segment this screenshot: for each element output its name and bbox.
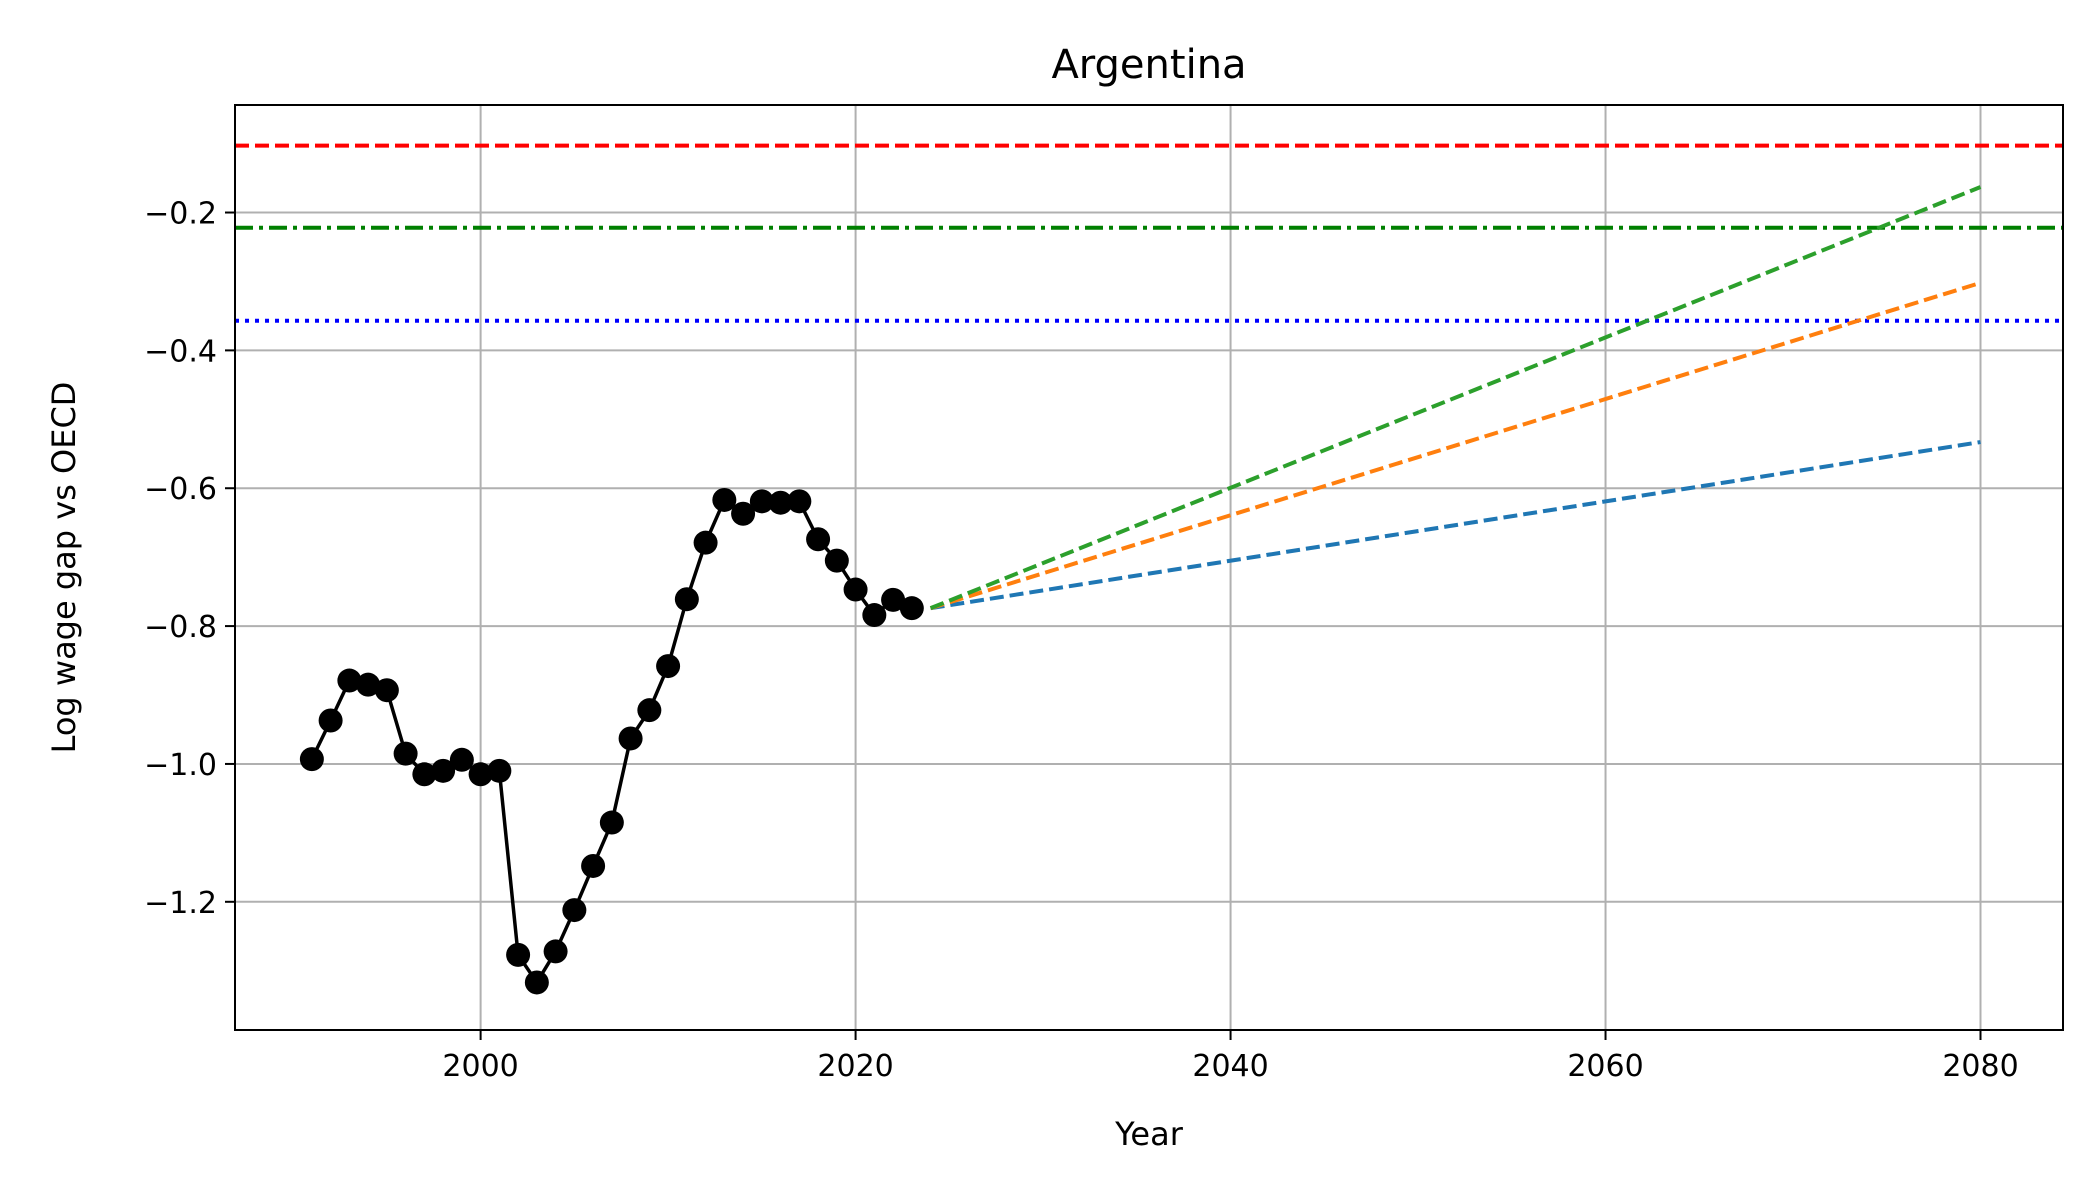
history-point	[487, 758, 512, 783]
history-point	[318, 708, 343, 733]
history-point	[656, 654, 681, 679]
history-point	[468, 762, 493, 787]
history-point	[862, 603, 887, 628]
history-point	[843, 577, 868, 602]
x-tick-label: 2020	[817, 1049, 893, 1084]
x-tick-label: 2040	[1192, 1049, 1268, 1084]
history-point	[412, 762, 437, 787]
history-point	[449, 747, 474, 772]
x-axis-ticks: 2000 2020 2040 2060 2080	[442, 1030, 2019, 1084]
history-series	[299, 487, 924, 995]
history-point	[749, 489, 774, 514]
history-point	[768, 490, 793, 515]
history-point	[824, 548, 849, 573]
projection-lines	[929, 185, 1982, 611]
history-point	[393, 741, 418, 766]
reference-lines	[235, 143, 2063, 323]
projection-line	[930, 440, 1981, 611]
y-tick-label: −0.4	[144, 334, 217, 369]
y-axis-ticks: −1.2 −1.0 −0.8 −0.6 −0.4 −0.2	[144, 197, 235, 921]
x-tick-label: 2060	[1567, 1049, 1643, 1084]
history-point	[356, 672, 381, 697]
plot-frame	[234, 104, 2064, 1031]
history-point	[674, 587, 699, 612]
projection-line	[929, 280, 1982, 611]
history-point	[787, 489, 812, 514]
history-point	[618, 726, 643, 751]
history-point	[693, 530, 718, 555]
history-point	[337, 668, 362, 693]
history-point	[599, 810, 624, 835]
history-point	[899, 596, 924, 621]
y-tick-label: −0.8	[144, 610, 217, 645]
history-point	[374, 678, 399, 703]
history-point	[524, 970, 549, 995]
chart-title: Argentina	[1051, 42, 1246, 88]
history-point	[581, 853, 606, 878]
history-point	[712, 487, 737, 512]
history-point	[562, 898, 587, 923]
history-point	[637, 698, 662, 723]
y-tick-label: −1.2	[144, 886, 217, 921]
x-axis-title: Year	[1114, 1115, 1184, 1153]
projection-line	[929, 185, 1982, 611]
y-axis-title: Log wage gap vs OECD	[45, 382, 83, 754]
x-tick-label: 2000	[442, 1049, 518, 1084]
grid-layer	[235, 105, 2063, 1030]
y-tick-label: −0.6	[144, 472, 217, 507]
history-point	[731, 501, 756, 526]
y-tick-label: −0.2	[144, 197, 217, 232]
x-tick-label: 2080	[1942, 1049, 2018, 1084]
history-point	[506, 942, 531, 967]
history-line	[310, 497, 913, 986]
history-point	[881, 587, 906, 612]
history-point	[431, 758, 456, 783]
history-point	[299, 747, 324, 772]
history-point	[806, 527, 831, 552]
y-tick-label: −1.0	[144, 748, 217, 783]
history-point	[543, 939, 568, 964]
